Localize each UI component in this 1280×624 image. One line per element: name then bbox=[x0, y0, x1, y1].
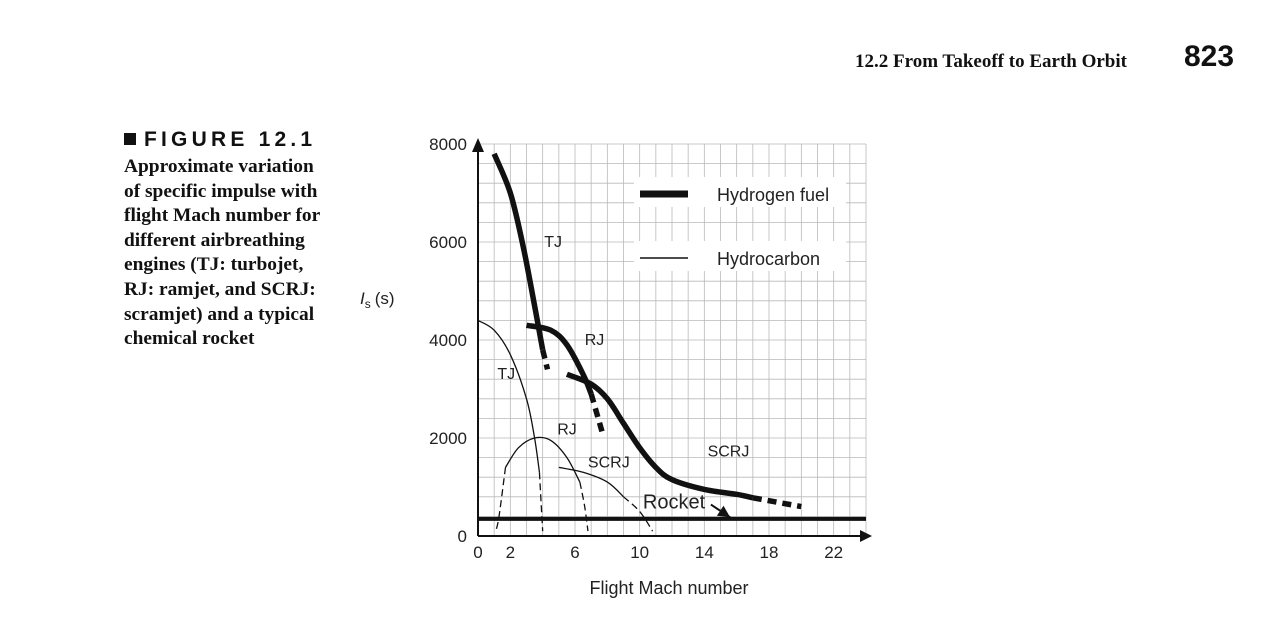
y-tick-label: 4000 bbox=[429, 331, 467, 350]
caption-line: RJ: ramjet, and SCRJ: bbox=[124, 278, 316, 300]
series-extension-hydrogen-rj bbox=[588, 393, 606, 434]
figure-label-text: FIGURE 12.1 bbox=[144, 128, 317, 151]
series-line-hydrocarbon-tj bbox=[477, 319, 541, 473]
series-extension-hydrogen-scrj bbox=[752, 495, 802, 510]
legend-label: Hydrocarbon bbox=[717, 249, 820, 269]
figure-caption: Approximate variation of specific impuls… bbox=[124, 155, 356, 352]
chart-axes bbox=[472, 138, 872, 542]
chart-series bbox=[477, 152, 866, 532]
x-tick-label: 6 bbox=[570, 543, 579, 562]
y-axis-arrow bbox=[472, 138, 484, 152]
series-extension-hydrocarbon-scrj bbox=[623, 496, 654, 532]
series-extension-hydrocarbon-rj bbox=[495, 467, 507, 532]
series-line-hydrocarbon-rj bbox=[504, 436, 581, 483]
x-tick-label: 14 bbox=[695, 543, 714, 562]
caption-line: scramjet) and a typical bbox=[124, 303, 315, 325]
series-line-hydrocarbon-scrj bbox=[558, 466, 624, 498]
x-tick-label: 22 bbox=[824, 543, 843, 562]
x-axis-label: Flight Mach number bbox=[589, 578, 748, 598]
x-tick-label: 18 bbox=[760, 543, 779, 562]
y-axis-unit: (s) bbox=[375, 289, 395, 308]
x-tick-label: 0 bbox=[473, 543, 482, 562]
caption-line: engines (TJ: turbojet, bbox=[124, 254, 304, 276]
figure-label: FIGURE 12.1 bbox=[124, 128, 316, 152]
chart-tick-labels: 0 2 6 10 14 18 22 0 2000 4000 6000 8000 bbox=[429, 135, 843, 562]
series-line-hydrogen-tj bbox=[491, 152, 546, 351]
y-axis-label: Is (s) bbox=[360, 289, 395, 311]
series-extension-hydrocarbon-rj bbox=[579, 481, 589, 532]
chart-curve-labels: TJ RJ SCRJ TJ RJ SCRJ Rocket bbox=[497, 234, 750, 519]
y-tick-label: 2000 bbox=[429, 429, 467, 448]
legend-label: Hydrogen fuel bbox=[717, 185, 829, 205]
y-tick-label: 0 bbox=[458, 527, 467, 546]
x-tick-label: 10 bbox=[630, 543, 649, 562]
series-extension-hydrogen-tj bbox=[539, 349, 551, 371]
figure-bullet-square bbox=[124, 133, 136, 145]
rocket-arrowhead bbox=[716, 505, 731, 518]
x-tick-label: 2 bbox=[506, 543, 515, 562]
caption-line: different airbreathing bbox=[124, 229, 305, 251]
caption-line: chemical rocket bbox=[124, 328, 255, 350]
curve-label: RJ bbox=[557, 422, 577, 439]
curve-label: TJ bbox=[497, 366, 515, 383]
curve-label: RJ bbox=[585, 332, 605, 349]
curve-label: SCRJ bbox=[588, 454, 630, 471]
chart-legend: Hydrogen fuel Hydrocarbon bbox=[634, 177, 846, 271]
legend-background bbox=[634, 241, 846, 271]
y-axis-symbol: I bbox=[360, 289, 365, 308]
running-header-section: 12.2 From Takeoff to Earth Orbit bbox=[855, 51, 1127, 72]
x-axis-arrow bbox=[860, 530, 872, 542]
series-line-hydrogen-scrj bbox=[565, 371, 754, 501]
y-axis-subscript: s bbox=[365, 297, 371, 311]
rocket-annotation: Rocket bbox=[643, 492, 706, 514]
caption-line: flight Mach number for bbox=[124, 205, 321, 227]
y-tick-label: 6000 bbox=[429, 233, 467, 252]
series-extension-hydrocarbon-tj bbox=[538, 472, 544, 532]
caption-line: Approximate variation bbox=[124, 156, 314, 177]
y-tick-label: 8000 bbox=[429, 135, 467, 154]
page-number: 823 bbox=[1184, 40, 1235, 73]
caption-line: of specific impulse with bbox=[124, 180, 318, 202]
curve-label: TJ bbox=[544, 234, 562, 251]
curve-label: SCRJ bbox=[708, 444, 750, 461]
